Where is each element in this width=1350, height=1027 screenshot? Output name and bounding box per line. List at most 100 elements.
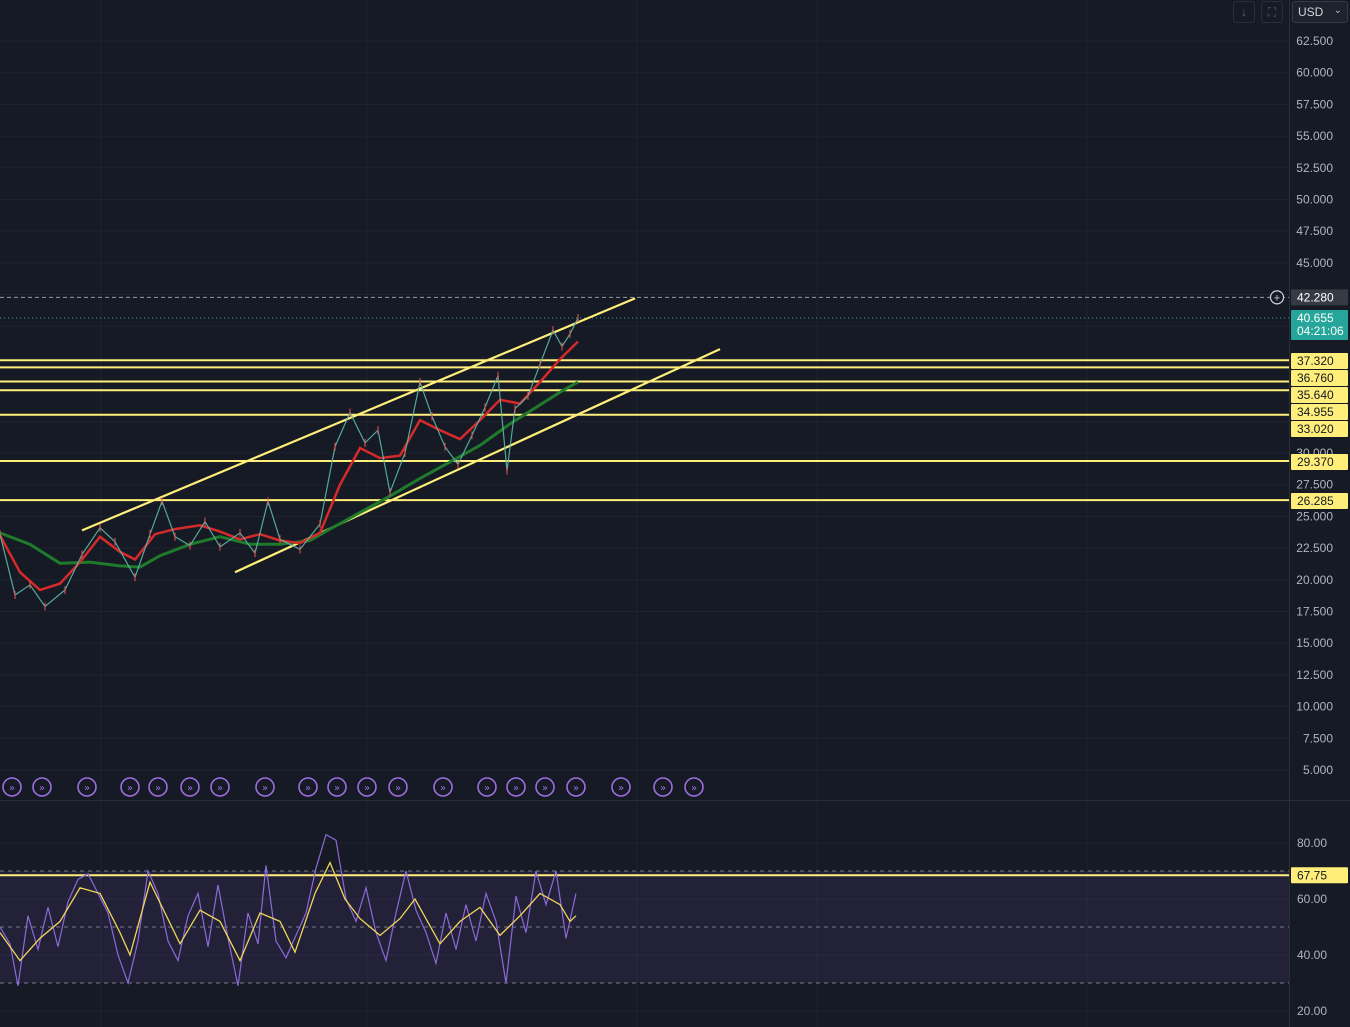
rsi-tick-label: 60.00	[1297, 892, 1327, 906]
rsi-line	[0, 833, 577, 986]
current-price-tag-text: 40.655	[1297, 311, 1334, 325]
level-price-tag	[1291, 421, 1348, 437]
price-tick-label: 10.000	[1296, 700, 1333, 714]
currency-label: USD	[1298, 5, 1324, 19]
channel-upper-line	[81, 297, 636, 532]
rsi-ma-line	[0, 861, 577, 963]
price-channel	[81, 297, 721, 574]
price-tick-label: 7.500	[1303, 731, 1333, 745]
price-tick-label: 52.500	[1296, 161, 1333, 175]
event-marker-icon	[535, 777, 555, 797]
price-tick-label: 15.000	[1296, 636, 1333, 650]
event-marker-icon	[77, 777, 97, 797]
event-marker-glyph: »	[155, 783, 161, 794]
event-marker-glyph: »	[573, 783, 579, 794]
level-price-tag	[1291, 493, 1348, 509]
fullscreen-icon[interactable]: ⛶	[1261, 1, 1283, 23]
event-marker-glyph: »	[217, 783, 223, 794]
price-tick-label: 57.500	[1296, 97, 1333, 111]
rsi-band-background	[0, 870, 1289, 984]
event-marker-icon	[210, 777, 230, 797]
price-tick-label: 62.500	[1296, 34, 1333, 48]
event-marker-glyph: »	[187, 783, 193, 794]
event-marker-icon	[120, 777, 140, 797]
price-tick-label: 12.500	[1296, 668, 1333, 682]
add-alert-icon	[1269, 290, 1285, 305]
event-marker-glyph: »	[127, 783, 133, 794]
price-tick-label: 27.500	[1296, 478, 1333, 492]
currency-select[interactable]: USD ⌄	[1292, 1, 1348, 23]
event-marker-icon	[327, 777, 347, 797]
price-tick-label: 50.000	[1296, 192, 1333, 206]
price-tick-label: 20.000	[1296, 573, 1333, 587]
price-series-group	[0, 313, 579, 986]
event-marker-icon	[298, 777, 318, 797]
event-marker-glyph: »	[484, 783, 490, 794]
add-alert-glyph: +	[1274, 292, 1280, 304]
price-tick-label: 22.500	[1296, 541, 1333, 555]
rsi-tick-label: 20.00	[1297, 1004, 1327, 1018]
level-price-tag-text: 36.760	[1297, 371, 1334, 385]
current-price-tag	[1291, 309, 1348, 340]
event-marker-glyph: »	[39, 783, 45, 794]
level-price-tag-text: 29.370	[1297, 455, 1334, 469]
rsi-tick-label: 80.00	[1297, 836, 1327, 850]
rsi-level-tag	[1291, 867, 1348, 884]
level-price-tag-text: 33.020	[1297, 422, 1334, 436]
price-tick-label: 47.500	[1296, 224, 1333, 238]
price-tick-label: 45.000	[1296, 256, 1333, 270]
event-marker-glyph: »	[542, 783, 548, 794]
event-marker-glyph: »	[305, 783, 311, 794]
price-line	[0, 317, 579, 608]
crosshair-price-tag-text: 42.280	[1297, 290, 1334, 304]
event-marker-icon	[148, 777, 168, 797]
event-marker-icon	[32, 777, 52, 797]
event-marker-glyph: »	[660, 783, 666, 794]
horizontal-levels	[0, 296, 1289, 877]
rsi-tick-label: 40.00	[1297, 948, 1327, 962]
event-marker-icon	[2, 777, 22, 797]
price-tick-label: 60.000	[1296, 66, 1333, 80]
event-marker-icon	[255, 777, 275, 797]
price-axis: 62.500 60.000 57.500 55.000 52.500 50.000 47.5…	[1269, 34, 1348, 1018]
level-price-tag-text: 34.955	[1297, 405, 1334, 419]
level-price-tag	[1291, 454, 1348, 470]
event-marker-icon	[506, 777, 526, 797]
event-marker-glyph: »	[9, 783, 15, 794]
level-price-tag	[1291, 353, 1348, 369]
rsi-level-tag-text: 67.75	[1297, 868, 1327, 882]
event-marker-glyph: »	[334, 783, 340, 794]
level-price-tag	[1291, 387, 1348, 403]
event-marker-icon	[433, 777, 453, 797]
event-markers: » » » » » » » » » » » » » » » » » » » »	[2, 777, 704, 797]
level-price-tag-text: 35.640	[1297, 388, 1334, 402]
level-price-tag-text: 26.285	[1297, 494, 1334, 508]
event-marker-icon	[566, 777, 586, 797]
event-marker-icon	[653, 777, 673, 797]
price-tick-label: 25.000	[1296, 509, 1333, 523]
price-tick-label: 17.500	[1296, 605, 1333, 619]
event-marker-icon	[357, 777, 377, 797]
event-marker-icon	[180, 777, 200, 797]
event-marker-glyph: »	[513, 783, 519, 794]
price-tick-label: 5.000	[1303, 763, 1333, 777]
event-marker-glyph: »	[262, 783, 268, 794]
event-marker-glyph: »	[618, 783, 624, 794]
event-marker-glyph: »	[84, 783, 90, 794]
event-marker-icon	[611, 777, 631, 797]
event-marker-glyph: »	[691, 783, 697, 794]
ema-fast-line	[0, 340, 579, 592]
event-marker-icon	[477, 777, 497, 797]
chevron-down-icon: ⌄	[1333, 5, 1342, 16]
event-marker-glyph: »	[440, 783, 446, 794]
price-tick-label: 55.000	[1296, 129, 1333, 143]
level-price-tag	[1291, 404, 1348, 420]
crosshair-price-tag	[1291, 289, 1348, 306]
level-price-tag-text: 37.320	[1297, 354, 1334, 368]
download-icon[interactable]: ↓	[1233, 1, 1255, 23]
current-price-tag-text: 04:21:06	[1297, 324, 1344, 338]
event-marker-glyph: »	[364, 783, 370, 794]
event-marker-glyph: »	[395, 783, 401, 794]
